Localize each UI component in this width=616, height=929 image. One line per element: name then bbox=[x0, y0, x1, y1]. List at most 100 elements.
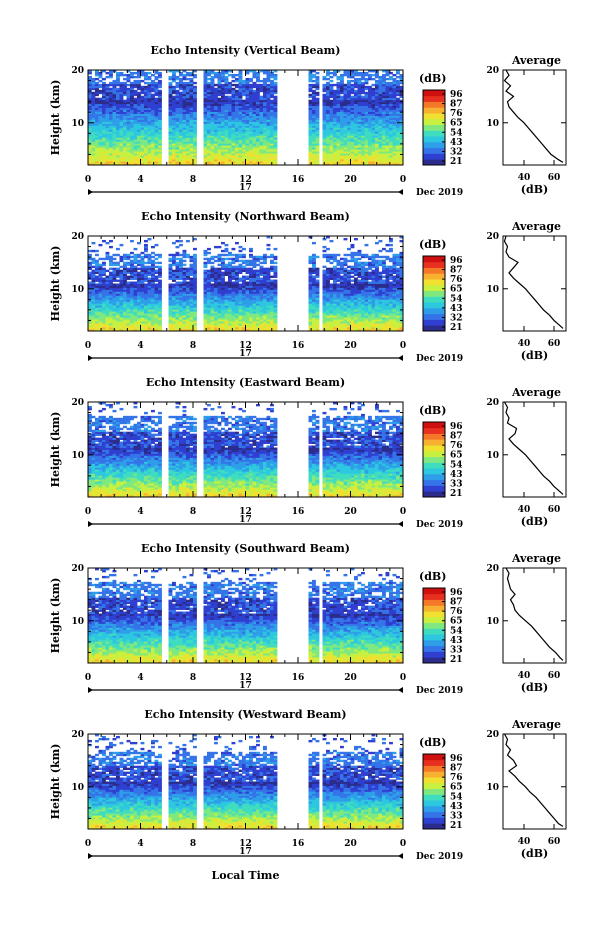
y-tick-label: 20 bbox=[71, 66, 84, 76]
heatmap-cell bbox=[256, 79, 260, 83]
heatmap-cell bbox=[95, 70, 99, 73]
heatmap-cell bbox=[231, 103, 236, 107]
heatmap-cell bbox=[228, 251, 232, 255]
heatmap-cell bbox=[322, 115, 327, 118]
heatmap-cell bbox=[109, 75, 113, 79]
heatmap-cell bbox=[399, 159, 404, 162]
heatmap-cell bbox=[88, 273, 92, 276]
heatmap-cell bbox=[137, 141, 141, 144]
heatmap-cell bbox=[399, 79, 404, 83]
heatmap-cell bbox=[175, 143, 180, 146]
heatmap-cell bbox=[189, 89, 194, 93]
heatmap-cell bbox=[105, 319, 110, 322]
heatmap-cell bbox=[179, 119, 183, 122]
heatmap-cell bbox=[382, 125, 386, 128]
heatmap-cell bbox=[133, 273, 138, 276]
heatmap-cell bbox=[91, 127, 96, 130]
heatmap-cell bbox=[364, 153, 369, 156]
heatmap-cell bbox=[172, 253, 176, 257]
heatmap-cell bbox=[116, 121, 120, 124]
heatmap-cell bbox=[144, 239, 148, 243]
heatmap-cell bbox=[270, 129, 274, 132]
heatmap-cell bbox=[133, 255, 138, 259]
heatmap-cell bbox=[375, 87, 379, 91]
heatmap-cell bbox=[231, 89, 236, 93]
heatmap-cell bbox=[182, 115, 187, 118]
heatmap-cell bbox=[389, 147, 393, 150]
heatmap-cell bbox=[263, 101, 267, 105]
heatmap-cell bbox=[210, 77, 215, 81]
heatmap-cell bbox=[158, 279, 162, 282]
heatmap-cell bbox=[175, 91, 180, 95]
heatmap-cell bbox=[343, 71, 348, 75]
heatmap-cell bbox=[95, 259, 99, 263]
heatmap-cell bbox=[154, 70, 159, 73]
heatmap-cell bbox=[312, 151, 316, 154]
heatmap-cell bbox=[98, 73, 103, 77]
heatmap-cell bbox=[207, 99, 211, 103]
heatmap-cell bbox=[228, 159, 232, 162]
heatmap-cell bbox=[224, 103, 229, 107]
heatmap-cell bbox=[102, 297, 106, 300]
heatmap-cell bbox=[133, 135, 138, 138]
heatmap-cell bbox=[270, 113, 274, 116]
heatmap-cell bbox=[273, 119, 278, 122]
heatmap-cell bbox=[259, 159, 264, 162]
x-tick-label: 0 bbox=[85, 175, 91, 185]
heatmap-cell bbox=[385, 153, 390, 156]
heatmap-cell bbox=[217, 93, 222, 97]
x-tick-label: 12 bbox=[239, 175, 252, 185]
heatmap-cell bbox=[147, 93, 152, 97]
heatmap-cell bbox=[182, 97, 187, 101]
heatmap-cell bbox=[172, 101, 176, 105]
heatmap-cell bbox=[336, 129, 341, 132]
heatmap-cell bbox=[396, 107, 400, 110]
heatmap-cell bbox=[130, 143, 134, 146]
heatmap-cell bbox=[172, 123, 176, 126]
heatmap-cell bbox=[396, 97, 400, 101]
heatmap-cell bbox=[329, 95, 334, 99]
heatmap-cell bbox=[392, 79, 397, 83]
heatmap-cell bbox=[175, 251, 180, 255]
heatmap-cell bbox=[354, 70, 358, 73]
heatmap-cell bbox=[140, 255, 145, 259]
heatmap-cell bbox=[116, 283, 120, 286]
heatmap-cell bbox=[350, 139, 355, 142]
heatmap-cell bbox=[266, 111, 271, 114]
heatmap-cell bbox=[375, 93, 379, 97]
heatmap-cell bbox=[210, 123, 215, 126]
heatmap-cell bbox=[357, 149, 362, 152]
heatmap-cell bbox=[126, 321, 131, 324]
heatmap-cell bbox=[340, 159, 344, 162]
heatmap-cell bbox=[392, 91, 397, 95]
heatmap-cell bbox=[151, 145, 155, 148]
heatmap-cell bbox=[154, 257, 159, 261]
heatmap-cell bbox=[312, 93, 316, 97]
heatmap-cell bbox=[354, 83, 358, 87]
heatmap-cell bbox=[235, 95, 239, 99]
heatmap-cell bbox=[371, 93, 376, 97]
heatmap-cell bbox=[214, 157, 218, 160]
heatmap-cell bbox=[109, 275, 113, 278]
heatmap-cell bbox=[315, 117, 320, 120]
heatmap-cell bbox=[336, 133, 341, 136]
heatmap-cell bbox=[336, 77, 341, 81]
heatmap-cell bbox=[119, 71, 124, 75]
heatmap-cell bbox=[375, 121, 379, 124]
heatmap-cell bbox=[259, 119, 264, 122]
heatmap-cell bbox=[147, 119, 152, 122]
heatmap-cell bbox=[182, 103, 187, 107]
heatmap-cell bbox=[231, 147, 236, 150]
heatmap-cell bbox=[88, 163, 92, 166]
heatmap-cell bbox=[98, 97, 103, 101]
heatmap-cell bbox=[207, 143, 211, 146]
heatmap-cell bbox=[343, 103, 348, 107]
heatmap-cell bbox=[193, 253, 197, 257]
heatmap-cell bbox=[238, 115, 243, 118]
heatmap-cell bbox=[147, 253, 152, 257]
heatmap-cell bbox=[214, 145, 218, 148]
heatmap-cell bbox=[322, 99, 327, 103]
heatmap-cell bbox=[259, 145, 264, 148]
heatmap-cell bbox=[186, 85, 190, 89]
heatmap-cell bbox=[245, 70, 250, 73]
